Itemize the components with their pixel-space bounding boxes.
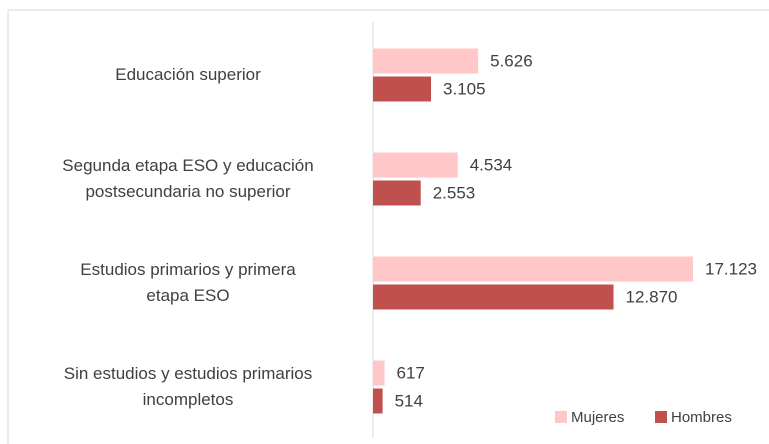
value-label: 17.123	[705, 259, 757, 278]
bar	[373, 256, 693, 282]
bar	[373, 48, 479, 74]
legend-swatch	[655, 411, 667, 423]
bar	[373, 360, 385, 386]
value-label: 617	[397, 363, 425, 382]
category-label: Segunda etapa ESO y educación postsecund…	[62, 156, 314, 201]
legend-swatch	[555, 411, 567, 423]
bar	[373, 388, 383, 414]
bar	[373, 152, 458, 178]
chart-border	[7, 9, 769, 444]
bar	[373, 76, 432, 102]
category-label: Estudios primarios y primera etapa ESO	[80, 260, 296, 305]
legend-label: Mujeres	[571, 409, 624, 426]
value-label: 12.870	[626, 287, 678, 306]
category-label: Sin estudios y estudios primarios incomp…	[63, 364, 313, 409]
value-label: 514	[395, 391, 423, 410]
legend-label: Hombres	[671, 409, 732, 426]
value-label: 3.105	[443, 79, 486, 98]
bar	[373, 284, 614, 310]
value-label: 4.534	[470, 155, 513, 174]
value-label: 5.626	[490, 51, 533, 70]
category-label: Educación superior	[115, 65, 261, 84]
value-label: 2.553	[433, 183, 476, 202]
bar	[373, 180, 421, 206]
